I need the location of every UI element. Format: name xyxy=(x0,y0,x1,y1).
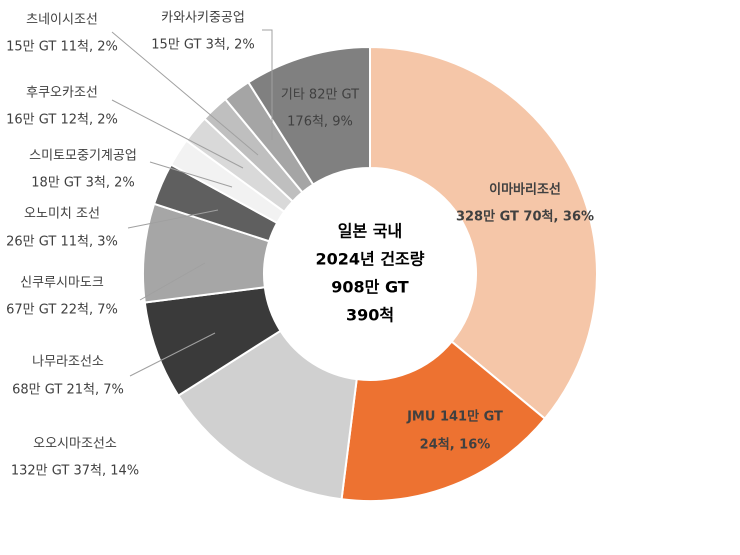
value-label: 328만 GT 70척, 36% xyxy=(456,209,594,225)
leader-line xyxy=(127,209,219,229)
leader-line xyxy=(111,31,259,156)
slice-label: 이마바리조선 xyxy=(489,182,561,198)
donut-slice xyxy=(369,45,598,421)
center-text: 일본 국내 xyxy=(338,222,402,241)
leader-line xyxy=(111,99,244,169)
value-label: 15만 GT 3척, 2% xyxy=(151,38,254,53)
slice-label: 신쿠루시마도크 xyxy=(20,276,104,291)
slice-label: 츠네이시조선 xyxy=(26,13,98,28)
slice-label: JMU 141만 GT xyxy=(406,409,503,425)
value-label: 18만 GT 3척, 2% xyxy=(31,176,134,191)
center-text: 2024년 건조량 xyxy=(316,250,425,269)
value-label: 26만 GT 11척, 3% xyxy=(6,235,118,250)
center-text: 908만 GT xyxy=(331,278,409,297)
value-label: 16만 GT 12척, 2% xyxy=(6,113,118,128)
value-label: 68만 GT 21척, 7% xyxy=(12,383,124,398)
donut-slice xyxy=(340,340,547,502)
value-label: 24척, 16% xyxy=(420,437,491,453)
value-label: 67만 GT 22척, 7% xyxy=(6,303,118,318)
slice-label: 후쿠오카조선 xyxy=(26,86,98,101)
slice-label: 오오시마조선소 xyxy=(33,437,117,452)
slice-label: 카와사키중공업 xyxy=(161,11,245,26)
slice-label: 나무라조선소 xyxy=(32,355,104,370)
donut-slice xyxy=(246,45,371,186)
value-label: 176척, 9% xyxy=(287,115,353,130)
slice-label: 기타 82만 GT xyxy=(281,88,359,103)
slice-label: 스미토모중기계공업 xyxy=(29,149,137,164)
center-text: 390척 xyxy=(346,306,394,325)
value-label: 15만 GT 11척, 2% xyxy=(6,40,118,55)
leader-line xyxy=(149,161,233,188)
value-label: 132만 GT 37척, 14% xyxy=(11,464,139,479)
leader-line xyxy=(262,29,273,140)
leader-line xyxy=(139,262,206,301)
donut-slice xyxy=(176,329,358,501)
slice-label: 오노미치 조선 xyxy=(24,207,100,222)
leader-line xyxy=(129,332,216,377)
